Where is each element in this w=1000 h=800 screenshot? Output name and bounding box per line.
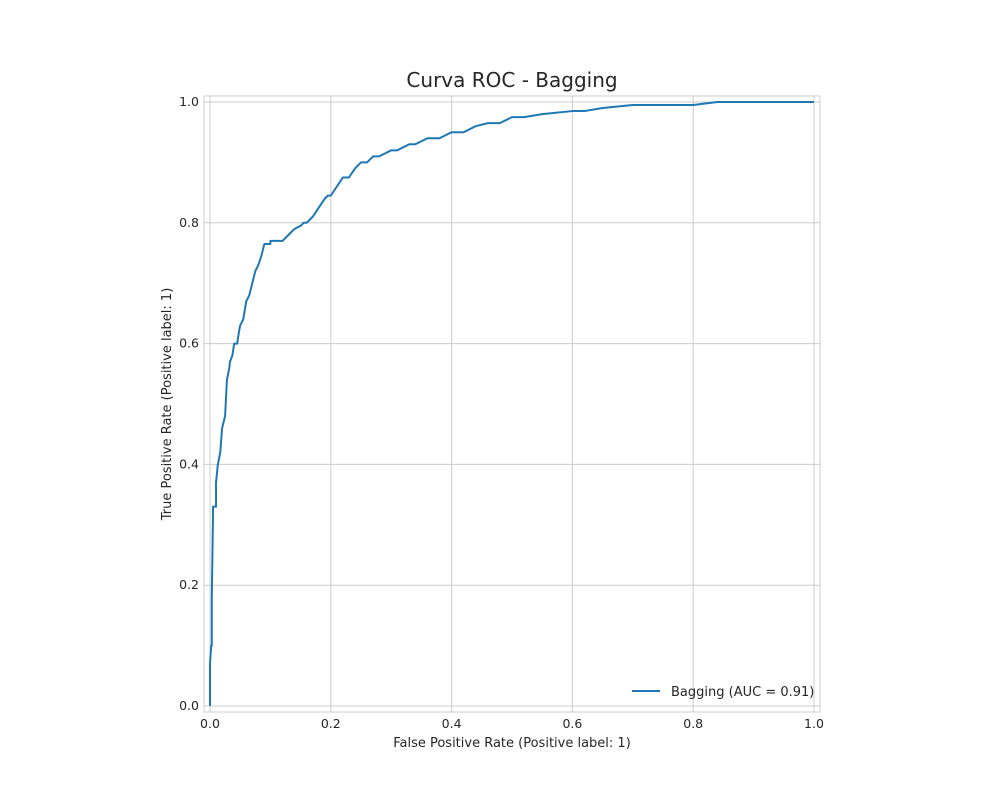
x-tick-label: 0.2 (321, 716, 341, 731)
y-tick-label: 0.2 (179, 577, 199, 592)
plot-area: 0.0 0.2 0.4 0.6 0.8 1.0 0.0 0.2 0.4 0.6 0.8 1.0 (179, 94, 824, 731)
series-layer (209, 101, 814, 706)
roc-curve-line (209, 101, 814, 706)
x-tick-label: 1.0 (804, 716, 824, 731)
legend-label: Bagging (AUC = 0.91) (671, 685, 814, 700)
x-tick-label: 0.6 (562, 716, 582, 731)
y-tick-label: 1.0 (179, 94, 199, 109)
x-tick-label: 0.4 (442, 716, 462, 731)
y-tick-label: 0.6 (179, 336, 199, 351)
tick-labels: 0.0 0.2 0.4 0.6 0.8 1.0 0.0 0.2 0.4 0.6 0.8 1.0 (179, 94, 824, 731)
y-tick-label: 0.0 (179, 698, 199, 713)
x-axis-label: False Positive Rate (Positive label: 1) (393, 736, 631, 751)
chart-title: Curva ROC - Bagging (406, 68, 617, 92)
y-axis-label: True Positive Rate (Positive label: 1) (160, 288, 175, 522)
plot-frame (203, 95, 821, 713)
y-tick-label: 0.8 (179, 215, 199, 230)
y-tick-label: 0.4 (179, 456, 199, 471)
x-tick-label: 0.0 (200, 716, 220, 731)
legend: Bagging (AUC = 0.91) (632, 685, 814, 700)
x-tick-label: 0.8 (683, 716, 703, 731)
